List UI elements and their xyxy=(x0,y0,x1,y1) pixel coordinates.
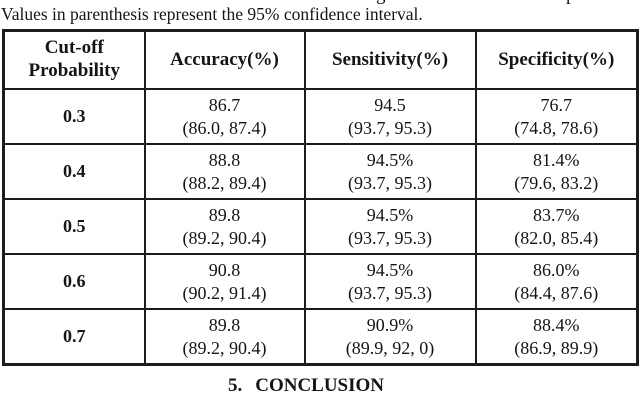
accuracy-cell: 90.8 (90.2, 91.4) xyxy=(143,253,306,310)
results-table: Cut-off Probability Accuracy(%) Sensitiv… xyxy=(2,29,639,366)
specificity-cell: 86.0% (84.4, 87.6) xyxy=(474,253,639,310)
accuracy-ci: (86.0, 87.4) xyxy=(182,117,267,138)
accuracy-cell: 89.8 (89.2, 90.4) xyxy=(143,308,306,366)
specificity-cell: 76.7 (74.8, 78.6) xyxy=(474,88,639,145)
clipped-glyph-p: p xyxy=(566,0,576,5)
accuracy-value: 88.8 xyxy=(208,150,241,170)
sensitivity-value: 94.5% xyxy=(366,205,414,225)
specificity-ci: (79.6, 83.2) xyxy=(514,172,599,193)
specificity-cell: 81.4% (79.6, 83.2) xyxy=(474,143,639,200)
clipped-text-line: g p xyxy=(0,0,640,5)
table-row: 0.3 86.7 (86.0, 87.4) 94.5 (93.7, 95.3) … xyxy=(2,88,639,145)
specificity-value: 86.0% xyxy=(533,260,580,280)
col-header-cutoff-probability: Cut-off Probability xyxy=(2,29,146,90)
sensitivity-ci: (93.7, 95.3) xyxy=(348,172,432,193)
cutoff-value: 0.3 xyxy=(2,88,146,145)
accuracy-value: 89.8 xyxy=(208,315,241,335)
sensitivity-ci: (93.7, 95.3) xyxy=(348,117,432,138)
col-header-sensitivity: Sensitivity(%) xyxy=(303,29,477,90)
cutoff-value: 0.6 xyxy=(2,253,146,310)
accuracy-cell: 86.7 (86.0, 87.4) xyxy=(143,88,306,145)
col-header-specificity: Specificity(%) xyxy=(474,29,639,90)
specificity-ci: (82.0, 85.4) xyxy=(514,227,599,248)
table-row: 0.7 89.8 (89.2, 90.4) 90.9% (89.9, 92, 0… xyxy=(2,308,639,366)
cutoff-value: 0.5 xyxy=(2,198,146,255)
accuracy-ci: (89.2, 90.4) xyxy=(182,337,267,358)
accuracy-cell: 89.8 (89.2, 90.4) xyxy=(143,198,306,255)
table-row: 0.4 88.8 (88.2, 89.4) 94.5% (93.7, 95.3)… xyxy=(2,143,639,200)
accuracy-value: 90.8 xyxy=(208,260,241,280)
sensitivity-cell: 94.5 (93.7, 95.3) xyxy=(303,88,477,145)
specificity-ci: (84.4, 87.6) xyxy=(514,282,599,303)
sensitivity-ci: (93.7, 95.3) xyxy=(348,227,432,248)
specificity-value: 83.7% xyxy=(533,205,580,225)
specificity-cell: 88.4% (86.9, 89.9) xyxy=(474,308,639,366)
specificity-value: 88.4% xyxy=(533,315,580,335)
table-row: 0.5 89.8 (89.2, 90.4) 94.5% (93.7, 95.3)… xyxy=(2,198,639,255)
accuracy-ci: (89.2, 90.4) xyxy=(182,227,267,248)
table-caption: Values in parenthesis represent the 95% … xyxy=(1,4,423,24)
sensitivity-value: 90.9% xyxy=(366,315,414,335)
cutoff-value: 0.7 xyxy=(2,308,146,366)
specificity-value: 76.7 xyxy=(540,95,573,115)
col-header-accuracy: Accuracy(%) xyxy=(143,29,306,90)
specificity-value: 81.4% xyxy=(533,150,580,170)
col-header-cutoff-line2: Probability xyxy=(28,60,121,81)
sensitivity-ci: (93.7, 95.3) xyxy=(348,282,432,303)
accuracy-value: 86.7 xyxy=(208,95,241,115)
sensitivity-value: 94.5% xyxy=(366,150,414,170)
sensitivity-ci: (89.9, 92, 0) xyxy=(345,337,435,358)
specificity-ci: (74.8, 78.6) xyxy=(514,117,599,138)
section-number: 5. xyxy=(227,375,243,396)
table-row: 0.6 90.8 (90.2, 91.4) 94.5% (93.7, 95.3)… xyxy=(2,253,639,310)
sensitivity-cell: 90.9% (89.9, 92, 0) xyxy=(303,308,477,366)
clipped-glyph-g: g xyxy=(376,0,386,5)
section-heading: 5. CONCLUSION xyxy=(0,375,612,397)
sensitivity-value: 94.5% xyxy=(366,260,414,280)
accuracy-ci: (88.2, 89.4) xyxy=(182,172,267,193)
accuracy-value: 89.8 xyxy=(208,205,241,225)
col-header-cutoff-line1: Cut-off xyxy=(44,37,104,59)
sensitivity-cell: 94.5% (93.7, 95.3) xyxy=(303,198,477,255)
accuracy-ci: (90.2, 91.4) xyxy=(182,282,267,303)
specificity-cell: 83.7% (82.0, 85.4) xyxy=(474,198,639,255)
table-header-row: Cut-off Probability Accuracy(%) Sensitiv… xyxy=(2,29,639,90)
specificity-ci: (86.9, 89.9) xyxy=(514,337,599,358)
cutoff-value: 0.4 xyxy=(2,143,146,200)
sensitivity-value: 94.5 xyxy=(374,95,406,115)
accuracy-cell: 88.8 (88.2, 89.4) xyxy=(143,143,306,200)
sensitivity-cell: 94.5% (93.7, 95.3) xyxy=(303,253,477,310)
section-title: CONCLUSION xyxy=(255,375,385,396)
sensitivity-cell: 94.5% (93.7, 95.3) xyxy=(303,143,477,200)
